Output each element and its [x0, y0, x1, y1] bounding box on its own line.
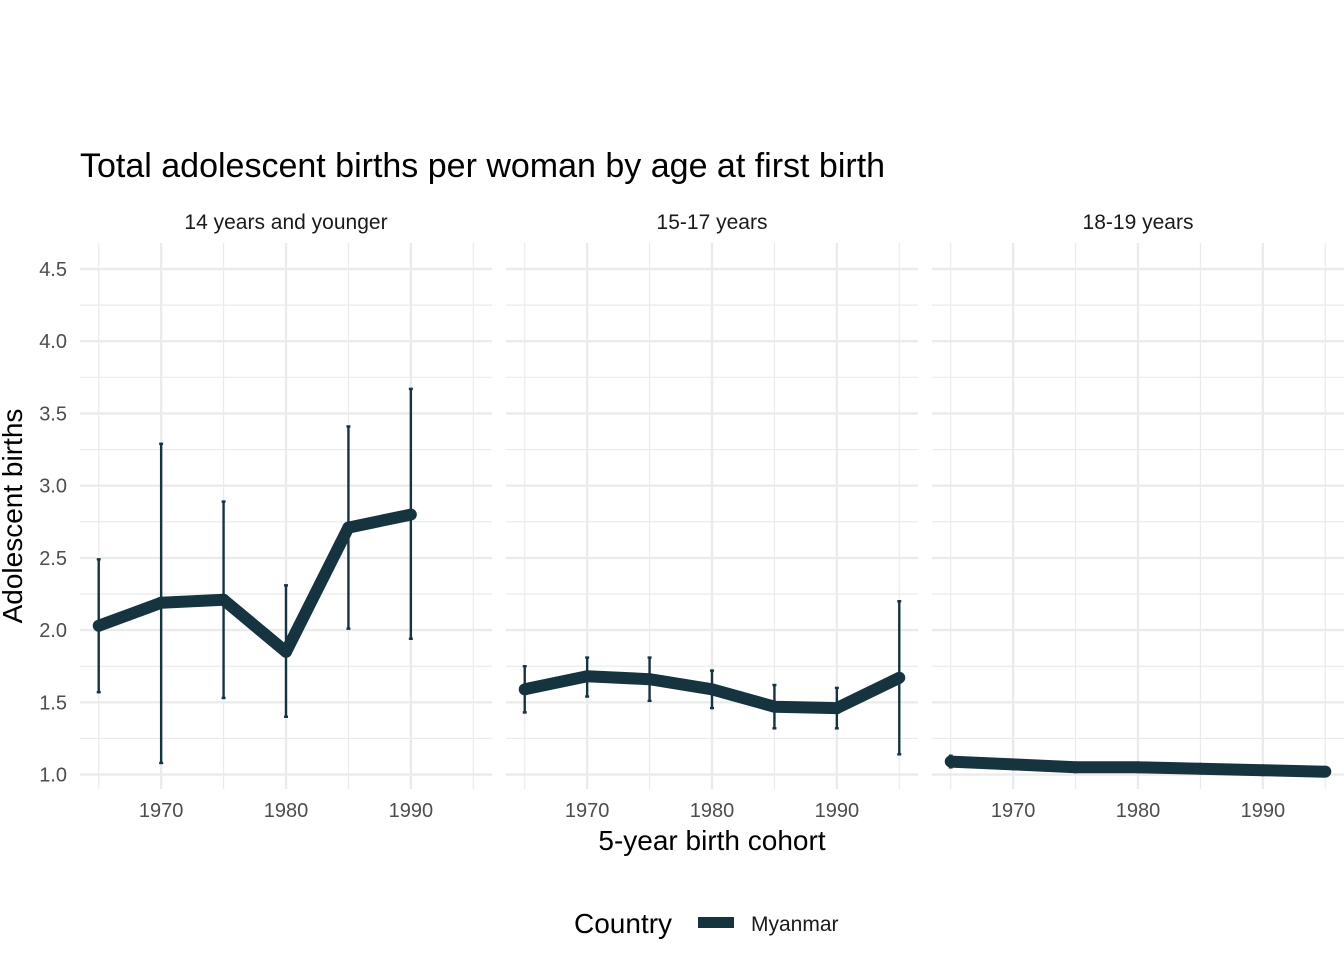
- data-point: [518, 683, 531, 696]
- data-point: [643, 673, 656, 686]
- data-point: [1194, 762, 1207, 775]
- y-tick-label: 3.0: [39, 476, 67, 498]
- legend-label-myanmar: Myanmar: [751, 913, 839, 936]
- facet-panel-2: 15-17 years 1970 1980 1990: [506, 211, 918, 822]
- data-point: [155, 596, 168, 609]
- data-point: [944, 755, 957, 768]
- y-tick-label: 2.5: [39, 548, 67, 570]
- x-tick-label: 1970: [565, 800, 610, 822]
- y-tick-label: 1.0: [39, 765, 67, 787]
- data-point: [1069, 761, 1082, 774]
- y-tick-label: 1.5: [39, 692, 67, 714]
- legend-key-myanmar: [698, 917, 734, 928]
- x-tick-label: 1980: [1116, 800, 1161, 822]
- data-point: [280, 645, 292, 658]
- data-point: [92, 619, 105, 632]
- legend: Country Myanmar: [574, 908, 839, 939]
- data-point: [404, 508, 417, 521]
- legend-title: Country: [574, 908, 672, 939]
- y-tick-label: 4.5: [39, 259, 67, 281]
- x-tick-label: 1970: [139, 800, 184, 822]
- facet-strip-label: 15-17 years: [657, 211, 768, 234]
- y-tick-label: 2.0: [39, 620, 67, 642]
- data-point: [1132, 761, 1144, 774]
- data-point: [1256, 764, 1269, 777]
- facet-strip-label: 18-19 years: [1083, 211, 1194, 234]
- x-tick-label: 1990: [389, 800, 434, 822]
- data-point: [217, 593, 230, 606]
- y-axis-title: Adolescent births: [0, 409, 28, 624]
- facet-strip-label: 14 years and younger: [184, 211, 387, 234]
- data-point: [342, 521, 355, 534]
- x-tick-label: 1980: [690, 800, 735, 822]
- facet-panel-3: 18-19 years 1970 1980 1990: [932, 211, 1344, 822]
- data-point: [830, 702, 843, 715]
- facet-panel-1: 14 years and younger 1970 1980 1990 1.0 1.5 2.…: [39, 211, 492, 822]
- series-line-myanmar: [96, 508, 413, 658]
- data-point: [581, 670, 594, 683]
- data-point: [1007, 758, 1020, 771]
- x-tick-label: 1990: [815, 800, 860, 822]
- chart-title: Total adolescent births per woman by age…: [80, 147, 885, 185]
- data-point: [768, 700, 781, 713]
- data-point: [706, 683, 718, 696]
- x-axis-title: 5-year birth cohort: [598, 825, 825, 856]
- x-tick-label: 1990: [1241, 800, 1286, 822]
- data-point: [1319, 765, 1332, 778]
- y-tick-label: 4.0: [39, 331, 67, 353]
- y-tick-label: 3.5: [39, 403, 67, 425]
- x-tick-label: 1970: [991, 800, 1036, 822]
- x-tick-label: 1980: [264, 800, 309, 822]
- facet-panels: 14 years and younger 1970 1980 1990 1.0 1.5 2.…: [39, 211, 1344, 822]
- data-point: [893, 671, 906, 684]
